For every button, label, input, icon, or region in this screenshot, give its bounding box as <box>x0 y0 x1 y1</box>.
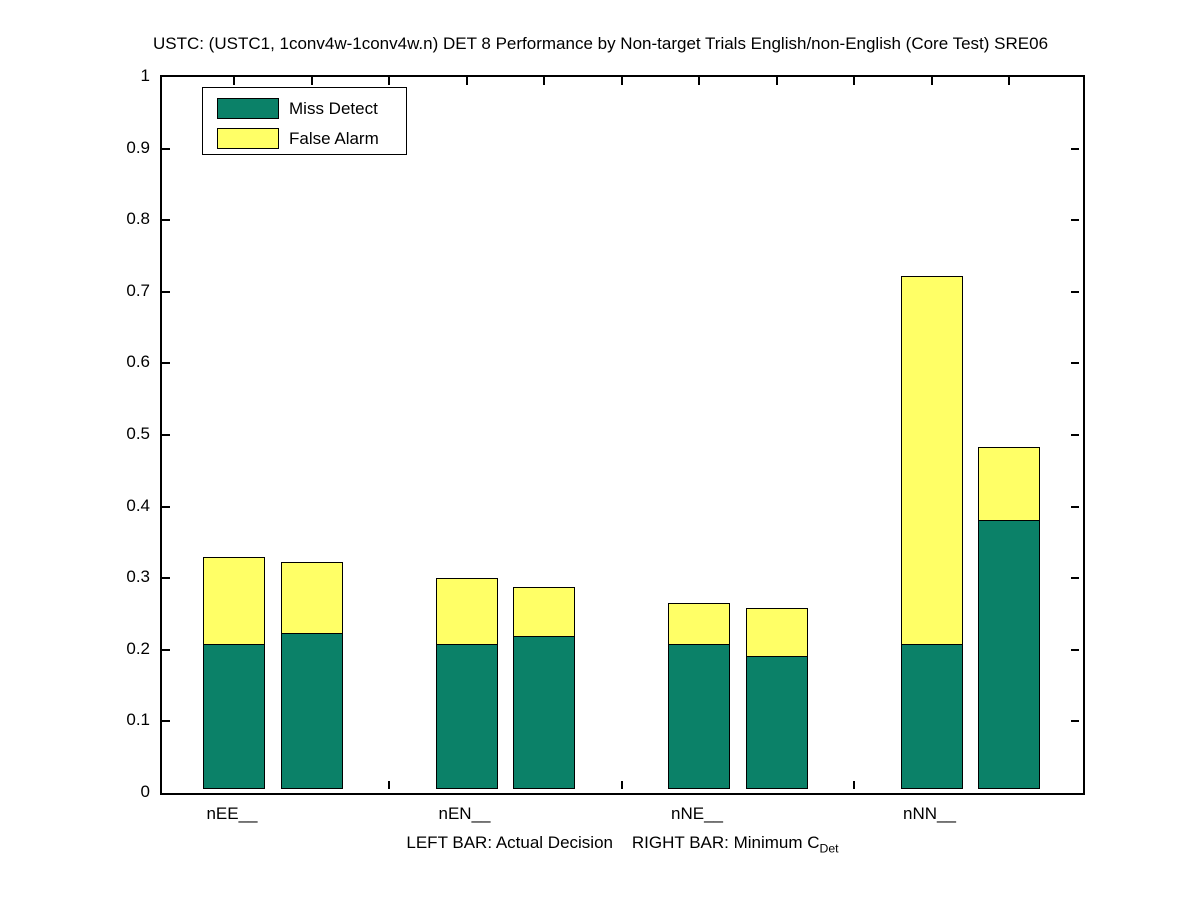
y-axis-tick <box>1071 219 1079 222</box>
y-axis-tick <box>1071 147 1079 150</box>
x-tick-label: nNN__ <box>903 804 956 823</box>
y-axis-tick <box>162 219 170 222</box>
legend-item-false-alarm: False Alarm <box>203 124 406 154</box>
x-tick-label: nEE__ <box>206 804 258 823</box>
bar-segment-miss-detect <box>203 644 265 789</box>
x-axis-tick <box>620 77 623 85</box>
x-axis-tick <box>698 77 700 85</box>
bar-segment-miss-detect <box>900 644 963 789</box>
y-tick-label: 0.6 <box>126 352 150 372</box>
bar-segment-miss-detect <box>513 636 575 789</box>
legend-label: Miss Detect <box>289 99 378 118</box>
x-tick-label: nEN__ <box>438 804 491 823</box>
legend: Miss Detect False Alarm <box>202 87 407 155</box>
bar-segment-miss-detect <box>745 656 808 789</box>
y-tick-label: 0.9 <box>126 137 150 157</box>
y-tick-label: 0.4 <box>126 495 150 515</box>
x-axis-tick <box>775 77 778 85</box>
y-axis-tick <box>162 434 170 436</box>
x-axis-tick <box>853 781 855 789</box>
x-axis-tick <box>620 781 623 789</box>
y-tick-label: 0 <box>140 782 150 801</box>
y-axis-tick <box>162 720 170 723</box>
x-axis-tick <box>388 781 390 789</box>
x-axis-tick <box>233 77 235 85</box>
y-axis-tick <box>1071 362 1079 365</box>
x-axis-tick <box>310 77 313 85</box>
y-axis-tick <box>162 505 170 508</box>
y-axis-tick <box>1071 290 1079 293</box>
x-axis-tick <box>543 77 545 85</box>
plot-area <box>160 75 1085 795</box>
x-axis-title: LEFT BAR: Actual Decision RIGHT BAR: Min… <box>160 833 1085 855</box>
legend-label: False Alarm <box>289 129 379 148</box>
bar-segment-miss-detect <box>668 644 730 789</box>
y-axis-tick <box>1071 434 1079 436</box>
x-axis-tick <box>1008 77 1010 85</box>
y-axis-tick <box>162 577 170 580</box>
y-axis-tick <box>1071 505 1079 508</box>
y-tick-label: 0.8 <box>126 209 150 229</box>
y-axis-tick <box>1071 720 1079 723</box>
y-tick-label: 0.2 <box>126 638 150 658</box>
x-axis-tick <box>465 77 468 85</box>
y-axis-tick <box>162 648 170 651</box>
bar-segment-miss-detect <box>978 520 1040 789</box>
y-axis-tick <box>162 290 170 293</box>
x-axis-tick <box>853 77 855 85</box>
y-axis-tick <box>162 147 170 150</box>
y-tick-label: 0.1 <box>126 710 150 730</box>
bar-segment-miss-detect <box>280 633 343 789</box>
y-tick-label: 0.5 <box>126 424 150 443</box>
y-axis-tick <box>1071 577 1079 580</box>
x-tick-label: nNE__ <box>671 804 723 823</box>
miss-detect-swatch <box>217 98 279 119</box>
y-axis-tick <box>162 362 170 365</box>
false-alarm-swatch <box>217 128 279 149</box>
y-tick-label: 0.7 <box>126 280 150 300</box>
x-axis-tick <box>930 77 933 85</box>
bar-segment-miss-detect <box>435 644 498 789</box>
legend-item-miss-detect: Miss Detect <box>203 94 406 124</box>
y-axis-tick <box>1071 648 1079 651</box>
y-tick-label: 1 <box>140 66 150 85</box>
y-tick-label: 0.3 <box>126 567 150 587</box>
x-axis-title-subscript: Det <box>819 841 839 856</box>
x-axis-title-text: LEFT BAR: Actual Decision RIGHT BAR: Min… <box>406 833 820 852</box>
x-axis-tick <box>388 77 390 85</box>
chart-title: USTC: (USTC1, 1conv4w-1conv4w.n) DET 8 P… <box>152 34 1049 53</box>
